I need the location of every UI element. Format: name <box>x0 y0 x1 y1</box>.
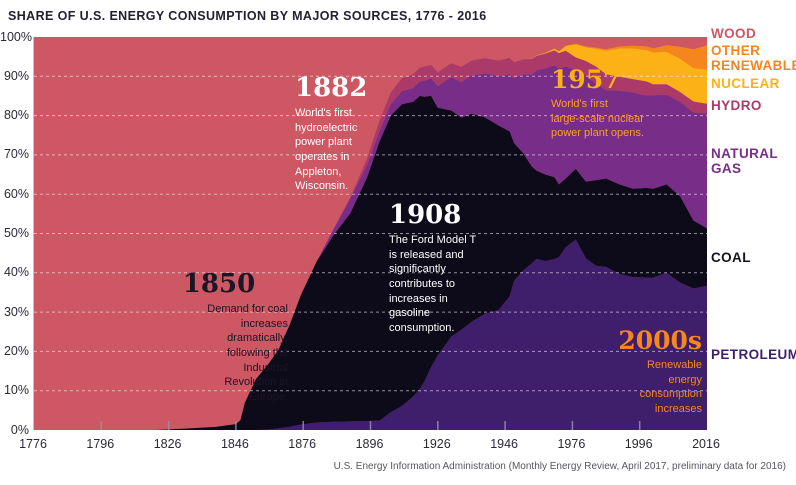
y-tick-label: 90% <box>3 68 29 83</box>
natural-gas-area <box>34 65 707 430</box>
annotation-2000s: 2000s Renewable energy consumption incre… <box>578 328 702 417</box>
annotation-1957-year: 1957 <box>551 65 621 94</box>
annotation-1908-text: The Ford Model T is released and signifi… <box>389 234 477 334</box>
source-note: U.S. Energy Information Administration (… <box>333 461 786 472</box>
x-tick-label: 1926 <box>422 437 451 451</box>
stacked-area-svg <box>34 43 707 430</box>
x-tick-label: 1826 <box>153 437 182 451</box>
x-tick-label: 2016 <box>692 437 720 451</box>
x-tick-label: 1796 <box>86 437 115 451</box>
y-tick-label: 0% <box>10 422 29 437</box>
annotation-2000s-year: 2000s <box>618 326 702 355</box>
y-tick-label: 80% <box>3 108 29 123</box>
annotation-1908-year: 1908 <box>389 200 462 230</box>
y-tick-label: 100% <box>0 29 32 44</box>
legend-item-nuclear: NUCLEAR <box>711 76 780 91</box>
x-tick-label: 1846 <box>220 437 249 451</box>
plot-area <box>33 37 707 430</box>
y-tick-label: 10% <box>3 383 29 398</box>
coal-area <box>34 95 707 430</box>
y-tick-label: 70% <box>3 147 29 162</box>
annotation-2000s-text: Renewable energy consumption increases <box>639 359 702 415</box>
annotation-1882-text: World's first hydroelectric power plant … <box>295 107 358 193</box>
annotation-1957: 1957 World's first large-scale nuclear p… <box>551 67 691 141</box>
y-tick-label: 20% <box>3 343 29 358</box>
x-tick-label: 1776 <box>19 437 47 451</box>
legend-item-hydro: HYDRO <box>711 98 762 113</box>
legend-item-petroleum: PETROLEUM <box>711 347 796 362</box>
x-tick-label: 1896 <box>355 437 384 451</box>
legend-item-wood: WOOD <box>711 26 757 41</box>
hydro-area <box>34 50 707 430</box>
y-tick-label: 30% <box>3 304 29 319</box>
legend-item-other-renewable: OTHER RENEWABLE <box>711 43 796 74</box>
petroleum-area <box>34 239 707 430</box>
legend-item-natural-gas: NATURAL GAS <box>711 146 779 177</box>
legend-item-coal: COAL <box>711 250 751 265</box>
chart-title: SHARE OF U.S. ENERGY CONSUMPTION BY MAJO… <box>8 9 487 23</box>
annotation-1957-text: World's first large-scale nuclear power … <box>551 98 644 140</box>
y-tick-label: 50% <box>3 226 29 240</box>
x-tick-label: 1996 <box>624 437 653 451</box>
x-tick-label: 1976 <box>557 437 586 451</box>
y-tick-label: 60% <box>3 186 29 201</box>
y-tick-label: 40% <box>3 265 29 280</box>
annotation-1850-year: 1850 <box>182 269 256 299</box>
x-tick-label: 1876 <box>288 437 317 451</box>
annotation-1882: 1882 World's first hydroelectric power p… <box>295 75 423 194</box>
x-tick-label: 1946 <box>490 437 518 451</box>
annotation-1882-year: 1882 <box>295 73 368 103</box>
annotation-1908: 1908 The Ford Model T is released and si… <box>389 202 517 335</box>
annotation-1850-text: Demand for coal increases dramatically, … <box>207 303 288 403</box>
annotation-1850: 1850 Demand for coal increases dramatica… <box>150 271 288 404</box>
